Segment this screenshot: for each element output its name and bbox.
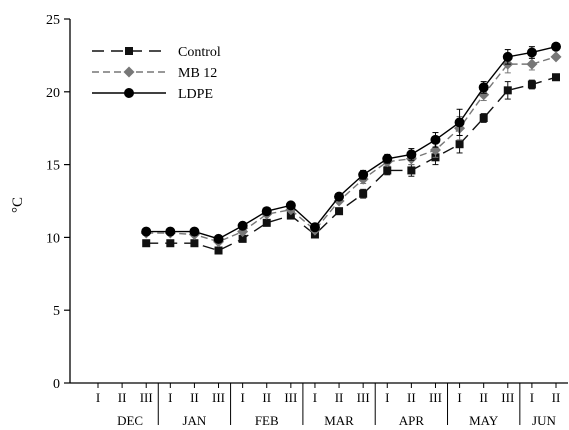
x-tick-label: I xyxy=(313,390,317,405)
series-layer xyxy=(140,41,562,255)
x-tick-label: III xyxy=(357,390,370,405)
x-tick-label: III xyxy=(140,390,153,405)
y-tick-label: 10 xyxy=(46,231,60,246)
x-tick-label: I xyxy=(240,390,244,405)
data-point xyxy=(237,220,248,231)
data-point xyxy=(503,86,512,95)
x-tick-label: III xyxy=(429,390,442,405)
legend-marker xyxy=(125,47,133,55)
x-ticks: I II III I II III I II III I II III I II III I II III I IID… xyxy=(96,383,561,428)
data-point xyxy=(382,153,393,164)
x-tick-label: I xyxy=(96,390,100,405)
data-point xyxy=(189,226,200,237)
legend-item: MB 12 xyxy=(92,66,217,81)
month-label: JAN xyxy=(182,413,206,428)
data-point xyxy=(527,80,536,89)
series-line xyxy=(146,56,557,243)
data-point xyxy=(455,140,464,149)
series-line xyxy=(146,76,557,252)
x-tick-label: I xyxy=(385,390,389,405)
x-tick-label: III xyxy=(501,390,514,405)
data-point xyxy=(285,200,296,211)
x-tick-label: II xyxy=(190,390,199,405)
legend-item: Control xyxy=(92,45,221,60)
data-point xyxy=(550,51,562,63)
y-tick-label: 20 xyxy=(46,86,60,101)
data-point xyxy=(552,73,560,82)
data-point xyxy=(166,239,175,248)
data-point xyxy=(526,58,538,70)
data-point xyxy=(286,211,295,220)
legend-marker xyxy=(123,66,135,78)
series-ldpe xyxy=(141,41,561,244)
y-tick-label: 0 xyxy=(53,377,60,392)
x-tick-label: III xyxy=(284,390,297,405)
x-tick-label: II xyxy=(479,390,488,405)
data-point xyxy=(358,169,369,180)
data-point xyxy=(430,134,441,145)
data-point xyxy=(406,149,417,160)
x-tick-label: I xyxy=(457,390,461,405)
data-point xyxy=(526,47,537,58)
data-point xyxy=(478,82,489,93)
month-label: JUN xyxy=(532,413,556,428)
series-control xyxy=(142,73,560,255)
data-point xyxy=(359,189,368,198)
legend-label: LDPE xyxy=(178,87,213,102)
month-label: FEB xyxy=(255,413,279,428)
x-tick-label: II xyxy=(262,390,271,405)
y-tick-label: 5 xyxy=(53,304,60,319)
legend: Control MB 12 LDPE xyxy=(92,45,221,102)
legend-marker xyxy=(124,88,134,98)
y-tick-label: 25 xyxy=(46,13,60,28)
data-point xyxy=(165,226,176,237)
month-label: MAY xyxy=(469,413,499,428)
data-point xyxy=(190,239,199,248)
y-tick-label: 15 xyxy=(46,159,60,174)
legend-item: LDPE xyxy=(92,87,213,102)
x-tick-label: II xyxy=(552,390,561,405)
data-point xyxy=(214,246,223,255)
month-label: APR xyxy=(399,413,425,428)
data-point xyxy=(502,51,513,62)
x-tick-label: II xyxy=(118,390,127,405)
data-point xyxy=(141,226,152,237)
x-tick-label: III xyxy=(212,390,225,405)
data-point xyxy=(335,207,344,216)
y-axis-label: °C xyxy=(10,197,26,213)
month-label: DEC xyxy=(117,413,143,428)
data-point xyxy=(142,239,151,248)
data-point xyxy=(309,222,320,233)
data-point xyxy=(261,206,272,217)
data-point xyxy=(262,218,271,227)
x-tick-label: I xyxy=(168,390,172,405)
x-tick-label: II xyxy=(335,390,344,405)
data-point xyxy=(454,117,465,128)
data-point xyxy=(407,166,416,175)
data-point xyxy=(213,233,224,244)
month-label: MAR xyxy=(324,413,354,428)
data-point xyxy=(551,41,561,52)
x-tick-label: I xyxy=(530,390,534,405)
x-tick-label: II xyxy=(407,390,416,405)
data-point xyxy=(383,166,392,175)
y-ticks: 0 5 10 15 20 25 xyxy=(46,13,70,392)
legend-label: MB 12 xyxy=(178,66,217,81)
data-point xyxy=(334,191,345,202)
data-point xyxy=(479,114,488,123)
legend-label: Control xyxy=(178,45,221,60)
data-point xyxy=(238,234,247,243)
